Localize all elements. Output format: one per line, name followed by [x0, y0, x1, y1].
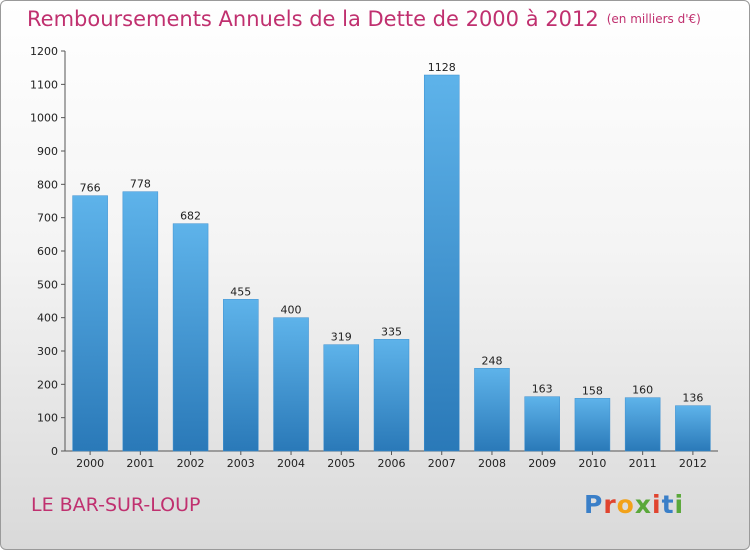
value-label-2009: 163	[532, 383, 553, 396]
x-tick-label-2005: 2005	[327, 457, 355, 470]
logo-letter: r	[603, 490, 617, 519]
y-tick-label: 200	[37, 378, 58, 391]
proxiti-logo: Proxiti	[584, 490, 684, 519]
value-label-2005: 319	[331, 331, 352, 344]
y-tick-label: 400	[37, 312, 58, 325]
bar-2008	[474, 368, 510, 452]
y-tick-label: 1000	[30, 112, 58, 125]
logo-letter: i	[674, 490, 685, 519]
bar-2012	[675, 405, 711, 452]
chart-title: Remboursements Annuels de la Dette de 20…	[27, 7, 701, 31]
bar-2000	[72, 195, 108, 452]
value-label-2004: 400	[281, 304, 302, 317]
value-label-2006: 335	[381, 325, 402, 338]
value-label-2002: 682	[180, 210, 201, 223]
x-tick-label-2004: 2004	[277, 457, 305, 470]
y-tick-label: 700	[37, 212, 58, 225]
x-tick-label-2008: 2008	[478, 457, 506, 470]
value-label-2012: 136	[682, 392, 703, 405]
bar-2003	[223, 299, 259, 452]
value-label-2000: 766	[80, 182, 101, 195]
x-tick-label-2006: 2006	[378, 457, 406, 470]
y-tick-label: 900	[37, 145, 58, 158]
x-tick-label-2007: 2007	[428, 457, 456, 470]
x-tick-label-2012: 2012	[679, 457, 707, 470]
y-tick-label: 0	[51, 445, 58, 458]
commune-name: LE BAR-SUR-LOUP	[31, 494, 201, 516]
y-tick-label: 1100	[30, 78, 58, 91]
value-label-2003: 455	[230, 285, 251, 298]
y-tick-label: 100	[37, 412, 58, 425]
value-label-2008: 248	[481, 354, 502, 367]
x-tick-label-2000: 2000	[76, 457, 104, 470]
value-label-2011: 160	[632, 384, 653, 397]
chart-bars: 766 778 682 455 400 319 335 1128 248 163 158 160 136	[72, 61, 711, 452]
chart-unit: (en milliers d'€)	[606, 12, 701, 26]
y-tick-label: 500	[37, 278, 58, 291]
y-tick-label: 800	[37, 178, 58, 191]
x-tick-label-2010: 2010	[578, 457, 606, 470]
y-tick-label: 600	[37, 245, 58, 258]
logo-letter: P	[584, 490, 604, 519]
x-tick-label-2003: 2003	[227, 457, 255, 470]
logo-letter: t	[661, 490, 675, 519]
bar-2009	[524, 396, 560, 452]
bar-2005	[323, 344, 360, 452]
logo-letter: o	[616, 490, 635, 519]
y-tick-label: 1200	[30, 45, 58, 58]
bar-2010	[574, 398, 611, 452]
x-tick-label-2009: 2009	[528, 457, 556, 470]
y-tick-label: 300	[37, 345, 58, 358]
bar-2011	[624, 397, 661, 452]
bar-2001	[122, 191, 159, 452]
value-label-2007: 1128	[428, 61, 456, 74]
value-label-2010: 158	[582, 384, 603, 397]
bar-2002	[172, 223, 209, 452]
x-tick-label-2002: 2002	[177, 457, 205, 470]
bar-2007	[423, 74, 460, 452]
chart-title-text: Remboursements Annuels de la Dette de 20…	[27, 7, 599, 31]
x-tick-label-2011: 2011	[629, 457, 657, 470]
logo-letter: x	[634, 490, 652, 519]
value-label-2001: 778	[130, 178, 151, 191]
bar-2006	[373, 339, 410, 452]
chart-axes: 0 100 200 300 400 500 600 700 800 900 1000 1100 1200…	[30, 45, 718, 470]
bar-2004	[273, 317, 309, 452]
x-tick-label-2001: 2001	[126, 457, 154, 470]
logo-letter: i	[652, 490, 662, 519]
